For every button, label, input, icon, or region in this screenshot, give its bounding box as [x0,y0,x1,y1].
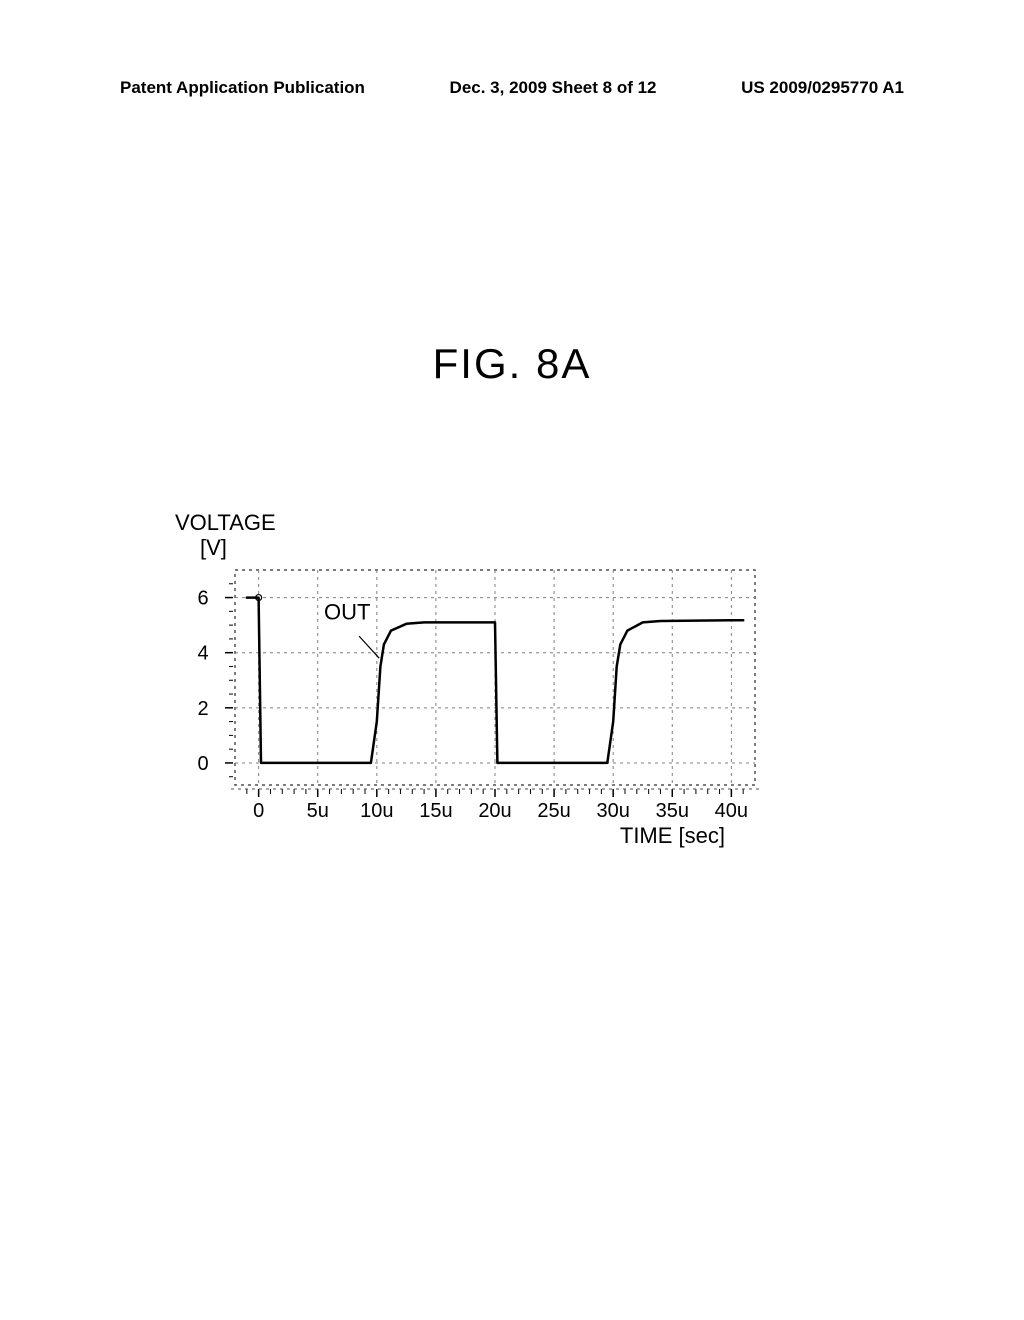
x-tick-label: 20u [478,800,511,822]
x-tick-label: 0 [253,800,264,822]
y-tick-label: 4 [197,643,208,665]
out-leader [359,636,379,658]
y-tick-label: 2 [197,698,208,720]
x-tick-label: 35u [656,800,689,822]
x-tick-label: 10u [360,800,393,822]
x-tick-label: 15u [419,800,452,822]
header-center: Dec. 3, 2009 Sheet 8 of 12 [450,78,657,98]
y-axis-label: VOLTAGE [175,510,276,535]
y-axis-unit: [V] [200,535,227,560]
header-right: US 2009/0295770 A1 [741,78,904,98]
x-axis-label: TIME [sec] [620,823,725,848]
x-tick-label: 5u [307,800,329,822]
y-tick-label: 0 [197,753,208,775]
figure-title: FIG. 8A [0,340,1024,388]
x-tick-label: 25u [537,800,570,822]
out-label: OUT [324,600,370,625]
patent-header: Patent Application Publication Dec. 3, 2… [120,78,904,98]
header-left: Patent Application Publication [120,78,365,98]
voltage-time-chart: VOLTAGE[V] 0 2 4 6 0 5u 10u 15u 20u 25u 30u 35u 40uTI… [160,510,800,880]
chart-svg: VOLTAGE[V] 0 2 4 6 0 5u 10u 15u 20u 25u 30u 35u 40uTI… [160,510,800,880]
y-tick-label: 6 [197,588,208,610]
x-tick-label: 30u [596,800,629,822]
x-tick-label: 40u [715,800,748,822]
